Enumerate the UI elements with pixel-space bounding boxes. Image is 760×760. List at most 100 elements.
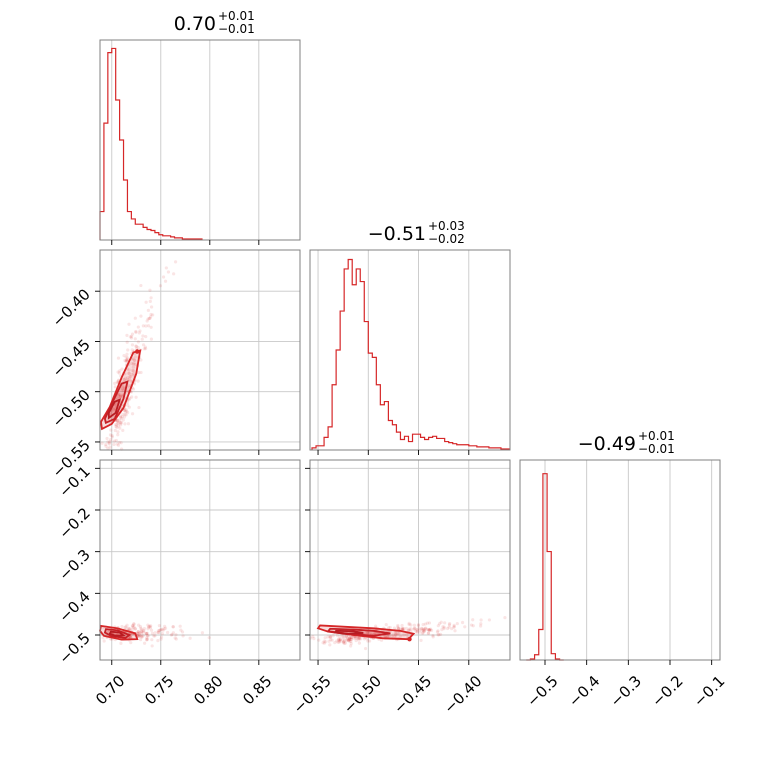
sample-point	[407, 621, 411, 625]
sample-point	[365, 637, 369, 641]
title-value: −0.51	[368, 223, 426, 245]
sample-point	[342, 638, 347, 642]
sample-point	[153, 634, 157, 638]
sample-point	[110, 433, 114, 438]
sample-point	[138, 630, 142, 634]
sample-point	[148, 316, 152, 320]
sample-point	[119, 421, 123, 425]
sample-point	[322, 639, 326, 643]
y-tick-label: −0.50	[49, 386, 94, 431]
y-tick-label: −0.5	[55, 629, 93, 667]
sample-point	[124, 355, 128, 359]
sample-point	[113, 428, 117, 433]
sample-point	[421, 631, 425, 635]
sample-point	[116, 424, 121, 428]
sample-point	[425, 621, 429, 625]
sample-point	[362, 637, 367, 641]
sample-point	[118, 393, 122, 397]
sample-point	[159, 637, 163, 641]
sample-point	[338, 639, 342, 643]
sample-point	[447, 625, 451, 629]
sample-point	[137, 623, 141, 627]
sample-point	[102, 639, 106, 643]
sample-point	[146, 623, 150, 627]
title-plus: +0.03	[428, 219, 465, 233]
sample-point	[131, 368, 135, 373]
sample-point	[113, 381, 117, 385]
sample-point	[127, 377, 132, 381]
sample-point	[124, 413, 128, 417]
ticks-layer	[95, 240, 713, 665]
sample-point	[347, 636, 352, 641]
sample-point	[419, 638, 423, 643]
x-tick-label: −0.5	[523, 672, 561, 710]
sample-point	[387, 626, 391, 630]
title-plus: +0.01	[218, 9, 255, 23]
sample-point	[112, 439, 116, 443]
sample-point	[435, 630, 440, 634]
sample-point	[174, 637, 178, 641]
sample-point	[118, 420, 122, 424]
sample-point	[412, 623, 417, 627]
sample-point	[115, 425, 119, 430]
sample-point	[130, 395, 134, 399]
sample-point	[404, 633, 409, 637]
sample-point	[115, 419, 119, 423]
sample-point	[357, 638, 361, 642]
sample-point	[150, 638, 154, 642]
sample-point	[116, 421, 120, 425]
sample-point	[116, 393, 121, 397]
sample-point	[106, 440, 110, 444]
text-layer: 0.70 0.75 0.80 0.85 −0.55 −0.50 −0.45 −0.40 −0.5…	[49, 9, 729, 717]
sample-point	[349, 635, 354, 640]
sample-point	[452, 625, 456, 629]
sample-point	[345, 637, 349, 642]
sample-point	[133, 362, 137, 367]
sample-point	[128, 396, 132, 400]
sample-point	[136, 340, 140, 344]
histogram-0	[99, 47, 203, 240]
sample-point	[426, 631, 431, 635]
sample-point	[143, 347, 148, 351]
panel-title-2: −0.49 +0.01−0.01	[578, 429, 675, 456]
sample-point	[153, 631, 157, 635]
sample-point	[126, 403, 130, 407]
sample-point	[144, 300, 148, 304]
sample-point	[344, 635, 349, 639]
sample-point	[127, 626, 131, 630]
sample-point	[347, 637, 351, 642]
sample-point	[142, 626, 147, 631]
sample-point	[129, 641, 133, 645]
sample-point	[330, 638, 334, 642]
sample-point	[149, 312, 153, 317]
sample-point	[342, 640, 346, 644]
sample-point	[138, 329, 142, 333]
sample-point	[469, 623, 474, 627]
sample-point	[144, 632, 148, 636]
sample-point	[452, 623, 456, 628]
sample-point	[108, 437, 113, 442]
sample-point	[139, 626, 143, 631]
sample-point	[309, 636, 313, 640]
y-tick-label: −0.40	[49, 285, 94, 330]
sample-point	[143, 345, 147, 349]
sample-point	[139, 370, 143, 375]
sample-point	[132, 358, 137, 362]
sample-point	[116, 394, 120, 398]
sample-point	[421, 629, 426, 633]
sample-point	[437, 633, 441, 637]
panel-frame	[309, 459, 511, 661]
x-tick-label: −0.55	[290, 672, 335, 717]
sample-point	[136, 632, 140, 636]
sample-point	[421, 622, 425, 627]
panel-title-0: 0.70 +0.01−0.01	[174, 9, 255, 36]
sample-point	[399, 627, 403, 631]
sample-point	[349, 637, 353, 642]
sample-point	[118, 426, 122, 430]
sample-point	[349, 636, 353, 640]
sample-point	[146, 308, 150, 312]
sample-point	[335, 639, 339, 643]
sample-point	[331, 634, 335, 638]
sample-point	[366, 631, 370, 635]
sample-point	[409, 627, 413, 631]
